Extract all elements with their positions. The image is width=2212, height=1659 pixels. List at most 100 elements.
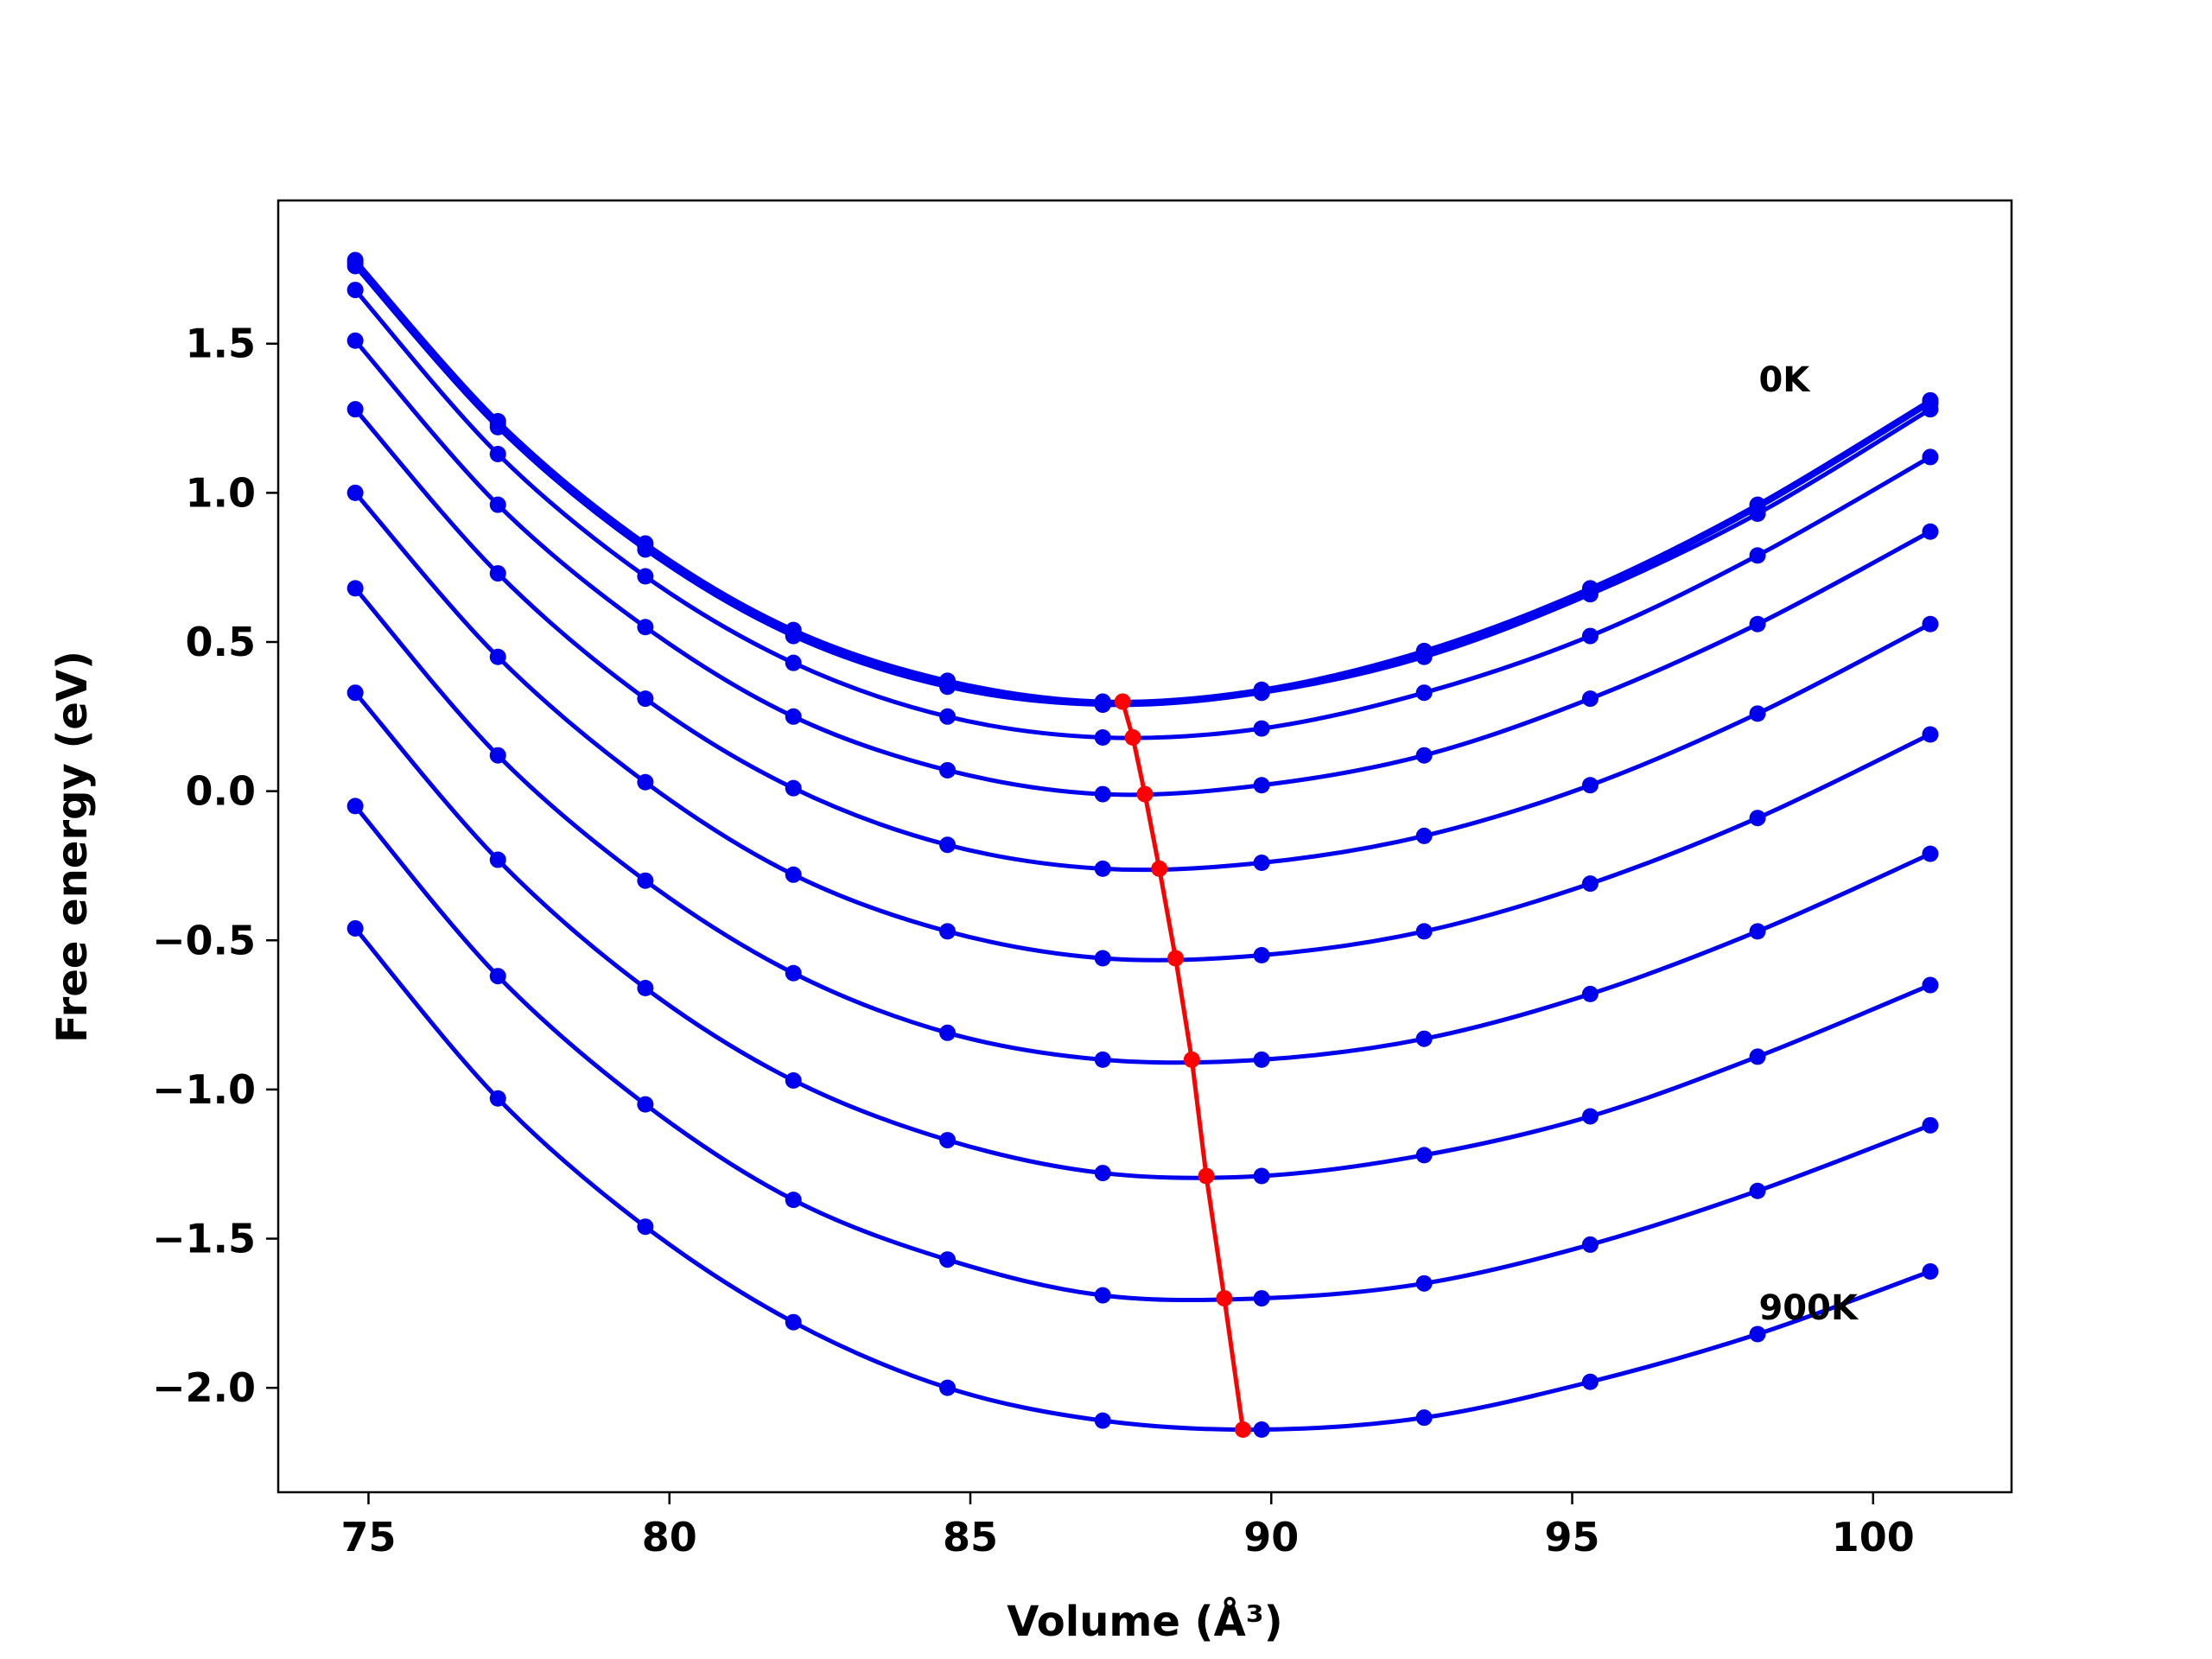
x-tick-label: 80 <box>642 1514 697 1560</box>
data-point <box>489 1090 506 1107</box>
minima-point <box>1216 1290 1233 1307</box>
series-line <box>353 288 1932 741</box>
x-axis-label: Volume (Å³) <box>1007 1597 1282 1646</box>
x-tick-label: 100 <box>1832 1514 1915 1560</box>
data-point <box>939 678 957 696</box>
data-point <box>1253 684 1270 702</box>
data-point <box>1922 448 1939 466</box>
data-point <box>1749 615 1766 632</box>
data-point <box>939 1251 957 1268</box>
data-point <box>1581 586 1599 603</box>
data-point <box>637 872 654 889</box>
data-point <box>785 964 802 982</box>
data-point <box>1749 1325 1766 1343</box>
y-tick-label: 1.5 <box>186 321 257 367</box>
data-point <box>1922 523 1939 540</box>
data-point <box>1415 747 1433 764</box>
y-tick-label: 0.0 <box>186 768 257 815</box>
data-point <box>637 1218 654 1236</box>
data-point <box>346 798 364 815</box>
data-point <box>1094 785 1111 803</box>
data-point <box>489 445 506 462</box>
data-point <box>1581 1236 1599 1253</box>
minima-series <box>1114 693 1252 1438</box>
y-tick-label: 1.0 <box>186 469 257 516</box>
data-point <box>785 866 802 883</box>
data-point <box>1253 777 1270 794</box>
data-point <box>1922 976 1939 994</box>
data-point <box>1749 810 1766 827</box>
y-tick-label: −1.0 <box>152 1066 256 1113</box>
series-5 <box>346 401 1939 877</box>
data-point <box>489 565 506 582</box>
minima-point <box>1167 950 1185 967</box>
data-point <box>785 779 802 797</box>
data-point <box>1581 777 1599 794</box>
data-point <box>346 684 364 702</box>
minima-point <box>1124 728 1141 746</box>
minima-point <box>1198 1167 1215 1185</box>
series-line <box>353 491 1932 963</box>
series-9 <box>346 798 1939 1307</box>
data-point <box>1253 1051 1270 1068</box>
data-point <box>1415 1030 1433 1047</box>
data-point <box>1749 505 1766 523</box>
series-line <box>353 339 1932 798</box>
data-point <box>1922 1116 1939 1134</box>
data-point <box>785 1192 802 1209</box>
data-point <box>1581 985 1599 1002</box>
data-point <box>637 541 654 558</box>
data-point <box>1253 720 1270 737</box>
data-point <box>785 1072 802 1090</box>
data-point <box>1581 627 1599 645</box>
series-line <box>353 691 1931 1180</box>
data-point <box>1094 1051 1111 1068</box>
data-point <box>1922 726 1939 743</box>
data-point <box>1581 1108 1599 1125</box>
plot-marks <box>346 251 1939 1438</box>
data-point <box>939 761 957 779</box>
data-point <box>637 690 654 708</box>
data-point <box>1094 728 1111 746</box>
minima-point <box>1235 1421 1252 1438</box>
data-point <box>939 1132 957 1149</box>
series-line <box>353 258 1932 704</box>
data-point <box>1253 1167 1270 1185</box>
data-point <box>346 257 364 275</box>
minima-point <box>1114 693 1131 710</box>
data-point <box>637 619 654 636</box>
y-tick-label: 0.5 <box>186 619 257 665</box>
data-point <box>1415 1147 1433 1164</box>
data-point <box>1094 1287 1111 1304</box>
data-point <box>1415 648 1433 665</box>
series-2 <box>346 257 1939 713</box>
series-1 <box>346 255 1939 713</box>
data-point <box>1749 705 1766 722</box>
data-point <box>939 836 957 854</box>
data-point <box>1749 1048 1766 1065</box>
data-point <box>637 1096 654 1113</box>
annotation-label: 900K <box>1758 1288 1859 1328</box>
data-point <box>1094 860 1111 877</box>
annotations: 0K 900K <box>1758 360 1859 1328</box>
data-point <box>346 580 364 597</box>
series-10 <box>346 919 1939 1438</box>
series-line <box>353 264 1932 708</box>
data-point <box>939 1379 957 1396</box>
data-point <box>939 708 957 725</box>
data-point <box>939 923 957 940</box>
y-tick-label: −0.5 <box>152 917 256 963</box>
data-point <box>489 418 506 435</box>
x-tick-label: 95 <box>1545 1514 1600 1560</box>
data-point <box>1581 1373 1599 1390</box>
series-6 <box>346 484 1939 967</box>
data-point <box>1749 547 1766 564</box>
minima-point <box>1136 785 1154 803</box>
data-point <box>1922 615 1939 632</box>
data-point <box>1094 950 1111 967</box>
data-point <box>489 648 506 665</box>
series-line <box>353 804 1931 1303</box>
annotation-label: 0K <box>1758 360 1811 400</box>
data-point <box>939 1024 957 1041</box>
